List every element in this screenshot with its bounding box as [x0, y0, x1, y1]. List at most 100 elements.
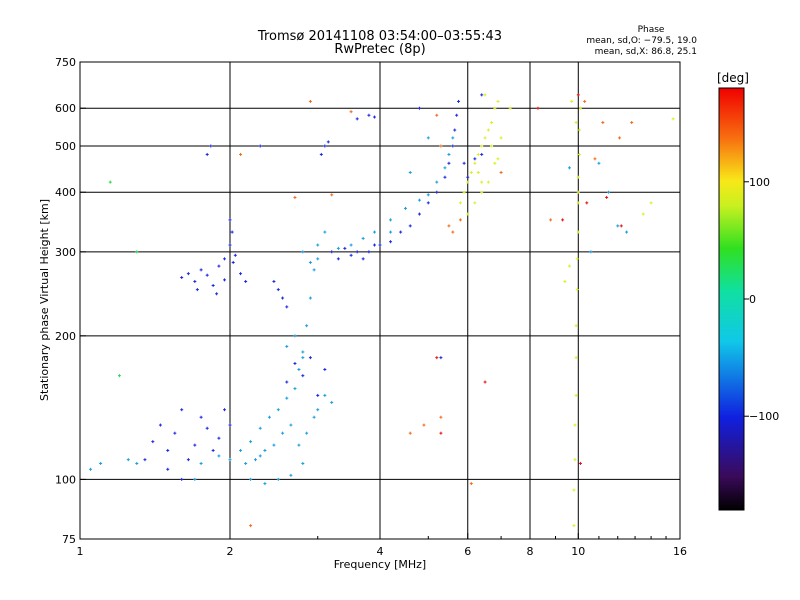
data-point	[417, 198, 421, 202]
data-point	[490, 121, 494, 125]
data-point	[193, 477, 197, 481]
data-point	[567, 264, 571, 268]
data-point	[281, 431, 285, 435]
data-point	[276, 288, 280, 292]
data-point	[577, 128, 581, 132]
colorbar-label: [deg]	[717, 71, 749, 85]
data-point	[574, 393, 578, 397]
data-point	[297, 443, 301, 447]
data-point	[272, 443, 276, 447]
data-point	[199, 461, 203, 465]
x-tick-label: 6	[464, 545, 471, 558]
phase-legend-o-line: mean, sd,O: −79.5, 19.0	[586, 36, 697, 46]
data-point	[308, 356, 312, 360]
data-point	[480, 93, 484, 97]
data-point	[466, 175, 470, 179]
data-point	[293, 195, 297, 199]
data-point	[439, 431, 443, 435]
data-point	[312, 268, 316, 272]
data-point	[166, 467, 170, 471]
y-tick-label: 300	[55, 246, 76, 259]
data-point	[249, 477, 253, 481]
data-points	[89, 93, 675, 528]
data-point	[205, 273, 209, 277]
data-point	[480, 180, 484, 184]
x-tick-label: 4	[377, 545, 384, 558]
data-point	[408, 224, 412, 228]
data-point	[151, 440, 155, 444]
data-point	[258, 426, 262, 430]
data-point	[578, 106, 582, 110]
data-point	[263, 448, 267, 452]
data-point	[301, 350, 305, 354]
data-point	[469, 170, 473, 174]
data-point	[217, 454, 221, 458]
data-point	[312, 415, 316, 419]
data-point	[276, 408, 280, 412]
data-point	[308, 99, 312, 103]
data-point	[486, 180, 490, 184]
data-point	[336, 257, 340, 261]
data-point	[589, 250, 593, 254]
data-point	[389, 240, 393, 244]
data-point	[473, 201, 477, 205]
data-point	[443, 166, 447, 170]
data-point	[576, 190, 580, 194]
x-tick-label: 8	[527, 545, 534, 558]
data-point	[408, 431, 412, 435]
data-point	[439, 415, 443, 419]
data-point	[378, 243, 382, 247]
data-point	[447, 161, 451, 165]
data-point	[480, 144, 484, 148]
data-point	[493, 106, 497, 110]
data-point	[323, 230, 327, 234]
colorbar	[718, 87, 745, 511]
data-point	[215, 292, 219, 296]
data-point	[319, 152, 323, 156]
data-point	[180, 477, 184, 481]
data-point	[574, 356, 578, 360]
data-point	[451, 230, 455, 234]
data-point	[223, 278, 227, 282]
data-point	[297, 367, 301, 371]
data-point	[301, 356, 305, 360]
data-point	[435, 190, 439, 194]
chart-title: Tromsø 20141108 03:54:00–03:55:43	[257, 29, 502, 44]
data-point	[575, 257, 579, 261]
data-point	[451, 144, 455, 148]
data-point	[483, 136, 487, 140]
data-point	[135, 250, 139, 254]
data-point	[99, 461, 103, 465]
data-point	[231, 260, 235, 264]
data-point	[223, 257, 227, 261]
x-axis: 1 2 4 6 8 10 16	[77, 533, 687, 558]
data-point	[349, 110, 353, 114]
data-point	[230, 230, 234, 234]
grid-lines	[80, 62, 680, 539]
y-tick-label: 600	[55, 102, 76, 115]
chart-subtitle: RwPretec (8p)	[334, 42, 425, 57]
data-point	[228, 423, 232, 427]
data-point	[389, 230, 393, 234]
data-point	[343, 246, 347, 250]
data-point	[572, 524, 576, 528]
data-point	[285, 396, 289, 400]
data-point	[593, 157, 597, 161]
data-point	[336, 246, 340, 250]
data-point	[458, 201, 462, 205]
data-point	[573, 458, 577, 462]
data-point	[630, 121, 634, 125]
y-tick-label: 500	[55, 140, 76, 153]
y-axis-label: Stationary phase Virtual Height [km]	[38, 199, 51, 401]
data-point	[211, 283, 215, 287]
data-point	[399, 230, 403, 234]
data-point	[496, 99, 500, 103]
x-tick-label: 2	[227, 545, 234, 558]
data-point	[561, 218, 565, 222]
data-point	[490, 144, 494, 148]
data-point	[293, 361, 297, 365]
data-point	[228, 218, 232, 222]
data-point	[205, 152, 209, 156]
data-point	[373, 230, 377, 234]
data-point	[285, 305, 289, 309]
